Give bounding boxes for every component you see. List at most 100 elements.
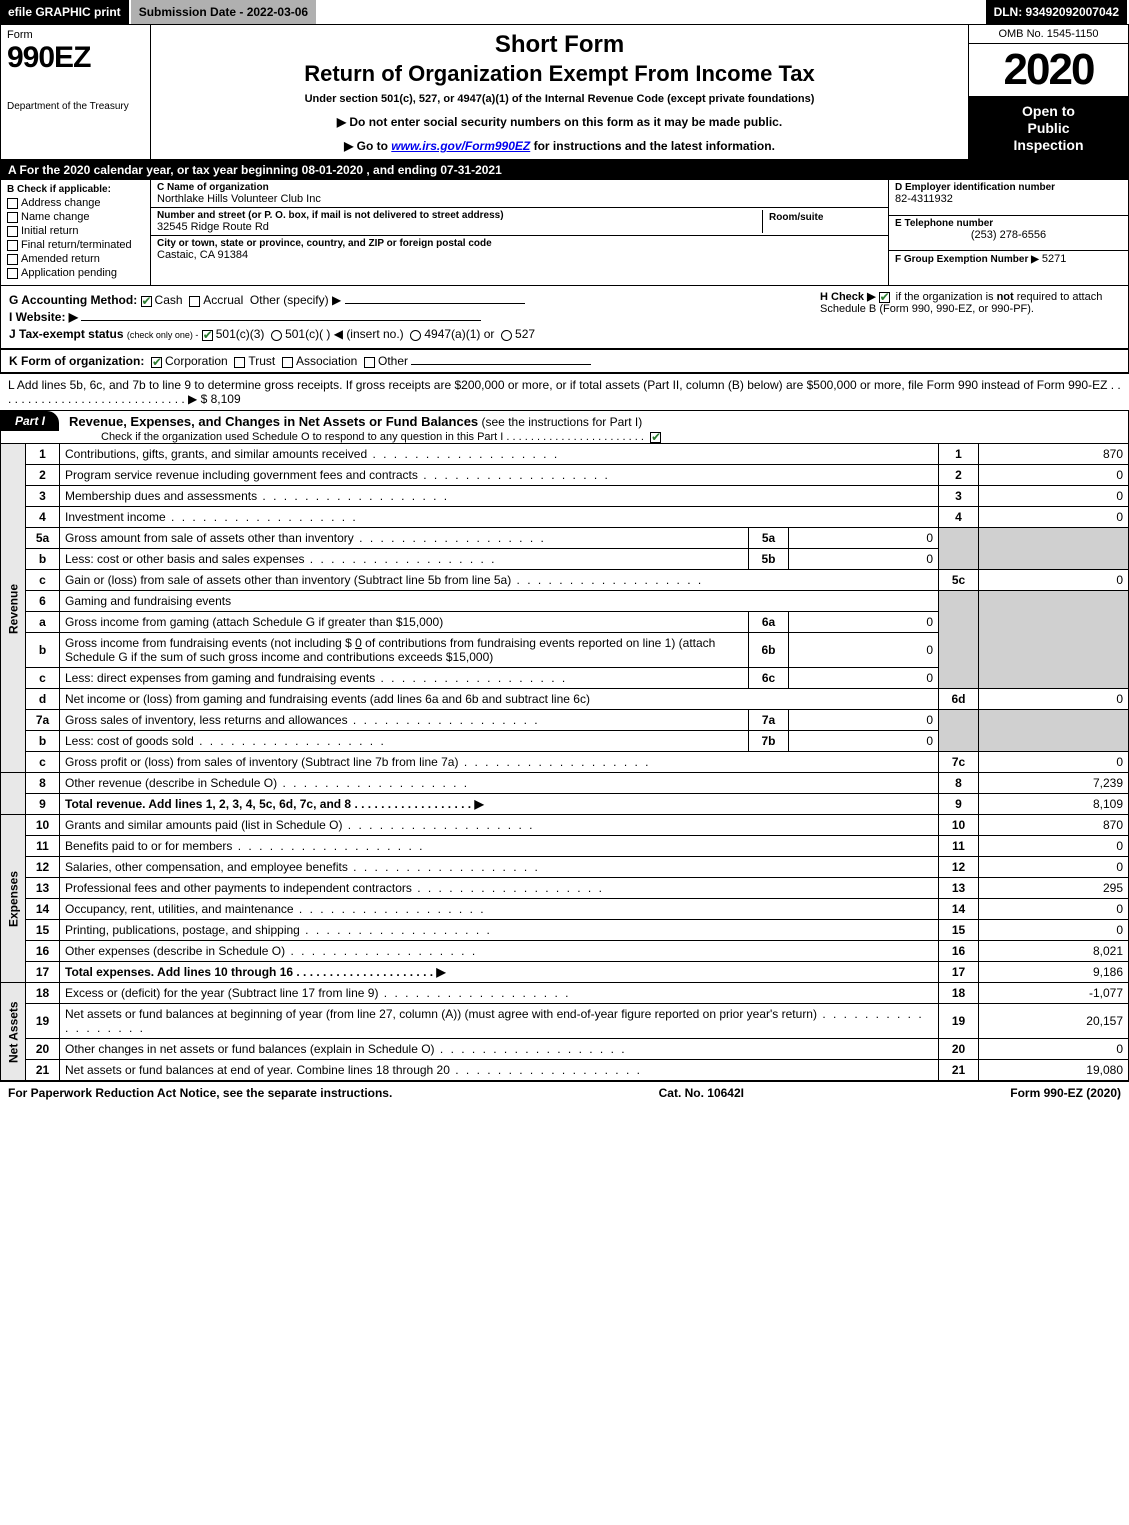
title-box: Short Form Return of Organization Exempt… — [151, 25, 968, 159]
l7a-bval: 0 — [789, 710, 939, 731]
l4-rnum: 4 — [939, 507, 979, 528]
rb-527[interactable] — [501, 330, 512, 341]
l15-val: 0 — [979, 920, 1129, 941]
l17-num: 17 — [26, 962, 60, 983]
l21-rnum: 21 — [939, 1060, 979, 1081]
l6b-desc: Gross income from fundraising events (no… — [60, 633, 749, 668]
revenue-side-label: Revenue — [1, 444, 26, 773]
ein: 82-4311932 — [895, 193, 1122, 205]
city-state-zip: Castaic, CA 91384 — [157, 249, 882, 261]
l6-grey — [939, 591, 979, 689]
l6-num: 6 — [26, 591, 60, 612]
cb-address-change[interactable]: Address change — [7, 197, 144, 209]
l11-rnum: 11 — [939, 836, 979, 857]
l6-desc: Gaming and fundraising events — [60, 591, 939, 612]
l19-val: 20,157 — [979, 1004, 1129, 1039]
l6a-bval: 0 — [789, 612, 939, 633]
l17-rnum: 17 — [939, 962, 979, 983]
cb-name-change[interactable]: Name change — [7, 211, 144, 223]
h-schedule-b: H Check ▶ if the organization is not req… — [820, 290, 1120, 315]
l20-num: 20 — [26, 1039, 60, 1060]
topbar-spacer — [318, 0, 985, 24]
rb-501c[interactable] — [271, 330, 282, 341]
l7-grey — [939, 710, 979, 752]
cb-accrual[interactable] — [189, 296, 200, 307]
l5c-desc: Gain or (loss) from sale of assets other… — [60, 570, 939, 591]
l3-val: 0 — [979, 486, 1129, 507]
l17-desc: Total expenses. Add lines 10 through 16 … — [60, 962, 939, 983]
l9-num: 9 — [26, 794, 60, 815]
l5a-box: 5a — [749, 528, 789, 549]
cb-schedule-o[interactable] — [650, 432, 661, 443]
cb-final-return[interactable]: Final return/terminated — [7, 239, 144, 251]
l5b-desc: Less: cost or other basis and sales expe… — [60, 549, 749, 570]
name-address-col: C Name of organization Northlake Hills V… — [151, 180, 888, 285]
cb-cash[interactable] — [141, 296, 152, 307]
l15-num: 15 — [26, 920, 60, 941]
l5c-num: c — [26, 570, 60, 591]
l21-val: 19,080 — [979, 1060, 1129, 1081]
part1-sub: (see the instructions for Part I) — [482, 415, 643, 429]
l3-rnum: 3 — [939, 486, 979, 507]
cb-corporation[interactable] — [151, 357, 162, 368]
l16-rnum: 16 — [939, 941, 979, 962]
goto-line: ▶ Go to www.irs.gov/Form990EZ for instru… — [161, 139, 958, 153]
line-L: L Add lines 5b, 6c, and 7b to line 9 to … — [0, 373, 1129, 410]
cb-501c3[interactable] — [202, 330, 213, 341]
l7c-num: c — [26, 752, 60, 773]
cb-association[interactable] — [282, 357, 293, 368]
l7c-val: 0 — [979, 752, 1129, 773]
l11-val: 0 — [979, 836, 1129, 857]
l8-num: 8 — [26, 773, 60, 794]
l18-desc: Excess or (deficit) for the year (Subtra… — [60, 983, 939, 1004]
l16-desc: Other expenses (describe in Schedule O) — [60, 941, 939, 962]
cb-amended-return[interactable]: Amended return — [7, 253, 144, 265]
l7-grey-val — [979, 710, 1129, 752]
efile-print-link[interactable]: efile GRAPHIC print — [0, 0, 131, 24]
irs-link[interactable]: www.irs.gov/Form990EZ — [391, 139, 530, 153]
l16-num: 16 — [26, 941, 60, 962]
l20-rnum: 20 — [939, 1039, 979, 1060]
l12-num: 12 — [26, 857, 60, 878]
l13-num: 13 — [26, 878, 60, 899]
l13-val: 295 — [979, 878, 1129, 899]
form-number-box: Form 990EZ Department of the Treasury — [1, 25, 151, 159]
l11-num: 11 — [26, 836, 60, 857]
l6c-box: 6c — [749, 668, 789, 689]
l21-num: 21 — [26, 1060, 60, 1081]
cb-initial-return[interactable]: Initial return — [7, 225, 144, 237]
part1-title: Revenue, Expenses, and Changes in Net As… — [69, 414, 478, 429]
k-form-org: K Form of organization: Corporation Trus… — [0, 349, 1129, 373]
l1-rnum: 1 — [939, 444, 979, 465]
form-header: Form 990EZ Department of the Treasury Sh… — [0, 24, 1129, 160]
part1-table: Revenue 1 Contributions, gifts, grants, … — [0, 443, 1129, 1081]
under-section: Under section 501(c), 527, or 4947(a)(1)… — [161, 93, 958, 105]
street-label: Number and street (or P. O. box, if mail… — [157, 210, 762, 221]
right-header-box: OMB No. 1545-1150 2020 Open to Public In… — [968, 25, 1128, 159]
l15-rnum: 15 — [939, 920, 979, 941]
entity-right-col: D Employer identification number 82-4311… — [888, 180, 1128, 285]
rb-4947[interactable] — [410, 330, 421, 341]
cb-application-pending[interactable]: Application pending — [7, 267, 144, 279]
cb-h-not-required[interactable] — [879, 292, 890, 303]
l10-num: 10 — [26, 815, 60, 836]
expenses-side-label: Expenses — [1, 815, 26, 983]
l5b-bval: 0 — [789, 549, 939, 570]
l8-desc: Other revenue (describe in Schedule O) — [60, 773, 939, 794]
l1-val: 870 — [979, 444, 1129, 465]
paperwork-notice: For Paperwork Reduction Act Notice, see … — [8, 1086, 392, 1100]
l7c-desc: Gross profit or (loss) from sales of inv… — [60, 752, 939, 773]
l5c-rnum: 5c — [939, 570, 979, 591]
l7b-num: b — [26, 731, 60, 752]
cb-trust[interactable] — [234, 357, 245, 368]
l6b-bval: 0 — [789, 633, 939, 668]
org-name: Northlake Hills Volunteer Club Inc — [157, 193, 882, 205]
l2-num: 2 — [26, 465, 60, 486]
l6b-num: b — [26, 633, 60, 668]
l12-rnum: 12 — [939, 857, 979, 878]
form-word: Form — [7, 29, 144, 41]
l12-val: 0 — [979, 857, 1129, 878]
l4-desc: Investment income — [60, 507, 939, 528]
cb-k-other[interactable] — [364, 357, 375, 368]
l7a-box: 7a — [749, 710, 789, 731]
